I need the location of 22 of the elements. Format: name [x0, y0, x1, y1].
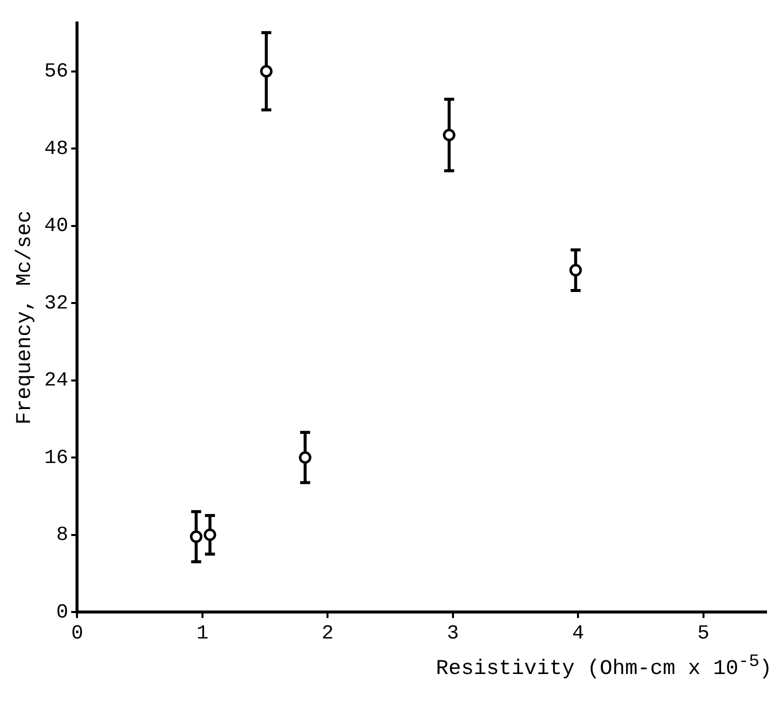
- x-tick-label: 4: [572, 622, 584, 646]
- y-axis-title: Frequency, Mc/sec: [14, 210, 38, 425]
- y-tick-label: 40: [44, 215, 68, 238]
- y-tick-label: 16: [44, 446, 68, 470]
- x-axis-title: Resistivity (Ohm-cm x 10$^{-5}$): [434, 652, 773, 681]
- x-tick-label: 5: [697, 622, 710, 646]
- point: [298, 451, 312, 464]
- x-tick-label: 2: [322, 622, 334, 646]
- y-tick-label: 0: [56, 601, 68, 624]
- point: [260, 65, 273, 78]
- y-tick-label: 24: [44, 370, 68, 393]
- x-tick-label: 1: [196, 622, 208, 646]
- y-tick-label: 56: [44, 60, 68, 84]
- y-tick-label: 8: [56, 524, 68, 548]
- point: [569, 264, 582, 276]
- x-tick-label: 3: [446, 622, 459, 646]
- y-tick-label: 32: [44, 292, 68, 316]
- x-tick-label: 0: [71, 622, 84, 646]
- point: [204, 528, 216, 542]
- point: [442, 128, 456, 142]
- point: [190, 530, 202, 543]
- y-tick-label: 48: [44, 138, 68, 161]
